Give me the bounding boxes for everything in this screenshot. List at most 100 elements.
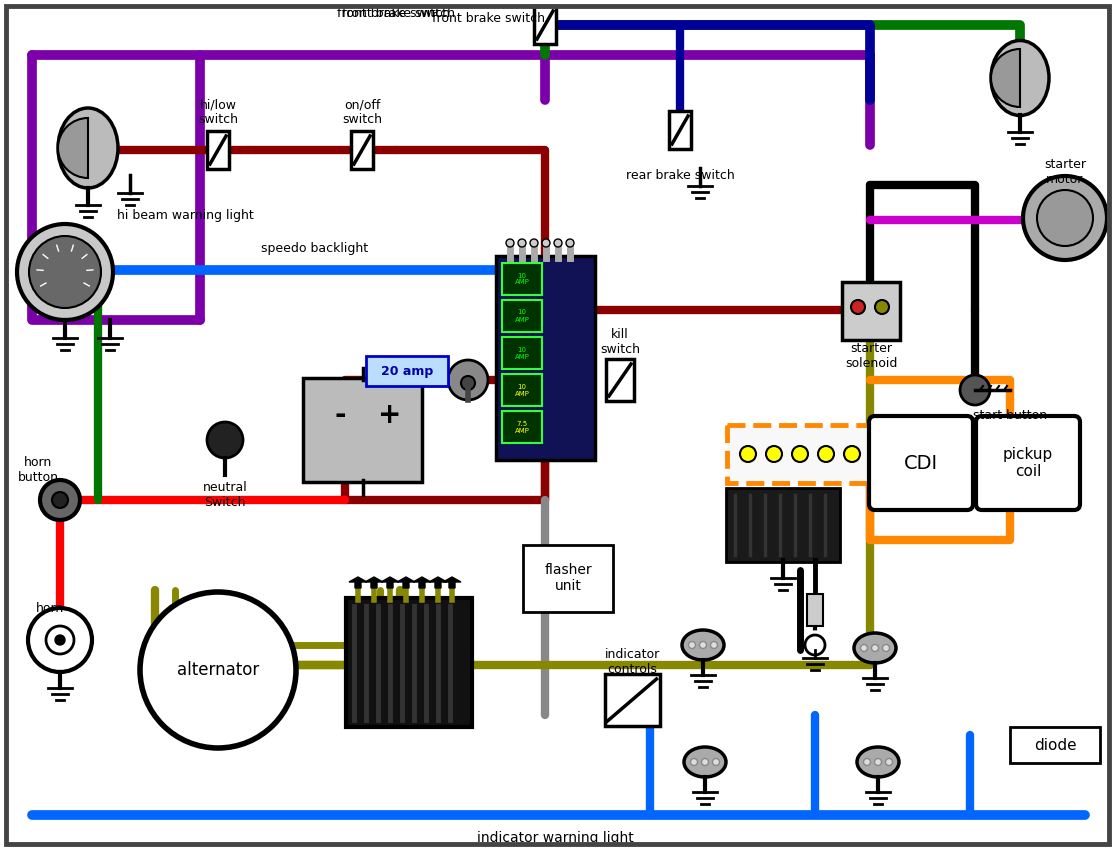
Circle shape (688, 642, 696, 649)
FancyBboxPatch shape (303, 378, 421, 482)
Circle shape (875, 300, 889, 314)
Text: on/off
switch: on/off switch (342, 98, 382, 126)
Circle shape (960, 375, 990, 405)
Circle shape (29, 236, 101, 308)
Ellipse shape (854, 633, 896, 663)
FancyArrow shape (397, 577, 415, 588)
Circle shape (140, 592, 295, 748)
Circle shape (52, 492, 68, 508)
Circle shape (872, 644, 879, 651)
Circle shape (40, 480, 80, 520)
Wedge shape (58, 118, 88, 178)
Text: 20 amp: 20 amp (381, 365, 433, 377)
Circle shape (844, 446, 860, 462)
FancyArrow shape (413, 577, 432, 588)
Wedge shape (991, 49, 1020, 107)
Text: CDI: CDI (904, 454, 938, 473)
Ellipse shape (857, 747, 899, 777)
FancyArrow shape (381, 577, 399, 588)
FancyBboxPatch shape (502, 337, 542, 369)
Circle shape (690, 758, 698, 766)
Circle shape (554, 239, 562, 247)
FancyArrow shape (365, 577, 382, 588)
FancyBboxPatch shape (605, 359, 634, 401)
Circle shape (874, 758, 882, 766)
FancyBboxPatch shape (727, 425, 871, 483)
Circle shape (1022, 176, 1107, 260)
Circle shape (207, 422, 243, 458)
Circle shape (861, 644, 867, 651)
Text: rear brake switch: rear brake switch (626, 168, 735, 182)
FancyBboxPatch shape (502, 263, 542, 295)
FancyArrow shape (443, 577, 460, 588)
Circle shape (882, 644, 890, 651)
Text: flasher
unit: flasher unit (544, 563, 592, 593)
FancyBboxPatch shape (869, 416, 973, 510)
Ellipse shape (682, 630, 724, 660)
FancyBboxPatch shape (351, 131, 374, 169)
Text: hi/low
switch: hi/low switch (198, 98, 237, 126)
Circle shape (701, 758, 708, 766)
Text: horn
button: horn button (18, 456, 58, 484)
Text: +: + (378, 401, 401, 429)
Ellipse shape (58, 108, 118, 188)
Text: 10
AMP: 10 AMP (514, 309, 530, 322)
FancyBboxPatch shape (523, 545, 613, 611)
Text: starter
motor: starter motor (1044, 158, 1086, 186)
FancyBboxPatch shape (1010, 727, 1101, 763)
Text: starter
solenoid: starter solenoid (845, 342, 898, 370)
Circle shape (460, 376, 475, 390)
Circle shape (506, 239, 514, 247)
Text: hi beam warning light: hi beam warning light (117, 208, 253, 222)
Circle shape (448, 360, 488, 400)
Circle shape (818, 446, 834, 462)
Text: horn: horn (36, 602, 65, 615)
Circle shape (699, 642, 707, 649)
Circle shape (766, 446, 782, 462)
Text: front brake switch: front brake switch (337, 7, 450, 20)
Text: 10
AMP: 10 AMP (514, 383, 530, 396)
Text: start button: start button (973, 409, 1047, 422)
FancyArrow shape (429, 577, 447, 588)
Ellipse shape (683, 747, 726, 777)
FancyBboxPatch shape (366, 356, 448, 386)
FancyBboxPatch shape (534, 6, 556, 44)
FancyArrow shape (349, 577, 367, 588)
FancyBboxPatch shape (976, 416, 1080, 510)
Circle shape (851, 300, 865, 314)
Text: indicator warning light: indicator warning light (476, 831, 633, 845)
Circle shape (17, 224, 113, 320)
Ellipse shape (991, 41, 1049, 116)
Text: speedo backlight: speedo backlight (261, 241, 369, 254)
Text: front brake switch: front brake switch (432, 12, 545, 25)
FancyBboxPatch shape (207, 131, 229, 169)
Circle shape (518, 239, 526, 247)
Circle shape (792, 446, 808, 462)
FancyBboxPatch shape (807, 594, 823, 626)
Text: 10
AMP: 10 AMP (514, 347, 530, 360)
Circle shape (530, 239, 539, 247)
FancyBboxPatch shape (496, 256, 595, 460)
Circle shape (712, 758, 719, 766)
Text: diode: diode (1034, 738, 1076, 752)
Circle shape (1037, 190, 1093, 246)
Text: alternator: alternator (177, 661, 259, 679)
Text: pickup
coil: pickup coil (1002, 447, 1054, 479)
FancyBboxPatch shape (604, 674, 659, 726)
Circle shape (46, 626, 74, 654)
FancyBboxPatch shape (502, 411, 542, 443)
FancyBboxPatch shape (842, 282, 900, 340)
FancyBboxPatch shape (669, 111, 691, 149)
FancyBboxPatch shape (502, 300, 542, 332)
Circle shape (740, 446, 756, 462)
Text: -: - (334, 401, 346, 429)
Text: front brake switch: front brake switch (342, 7, 455, 20)
Circle shape (710, 642, 717, 649)
Text: indicator
controls: indicator controls (604, 648, 660, 676)
Circle shape (863, 758, 871, 766)
FancyBboxPatch shape (346, 598, 472, 727)
Circle shape (566, 239, 574, 247)
Circle shape (28, 608, 93, 672)
Circle shape (805, 635, 825, 655)
Text: neutral
Switch: neutral Switch (203, 481, 248, 509)
